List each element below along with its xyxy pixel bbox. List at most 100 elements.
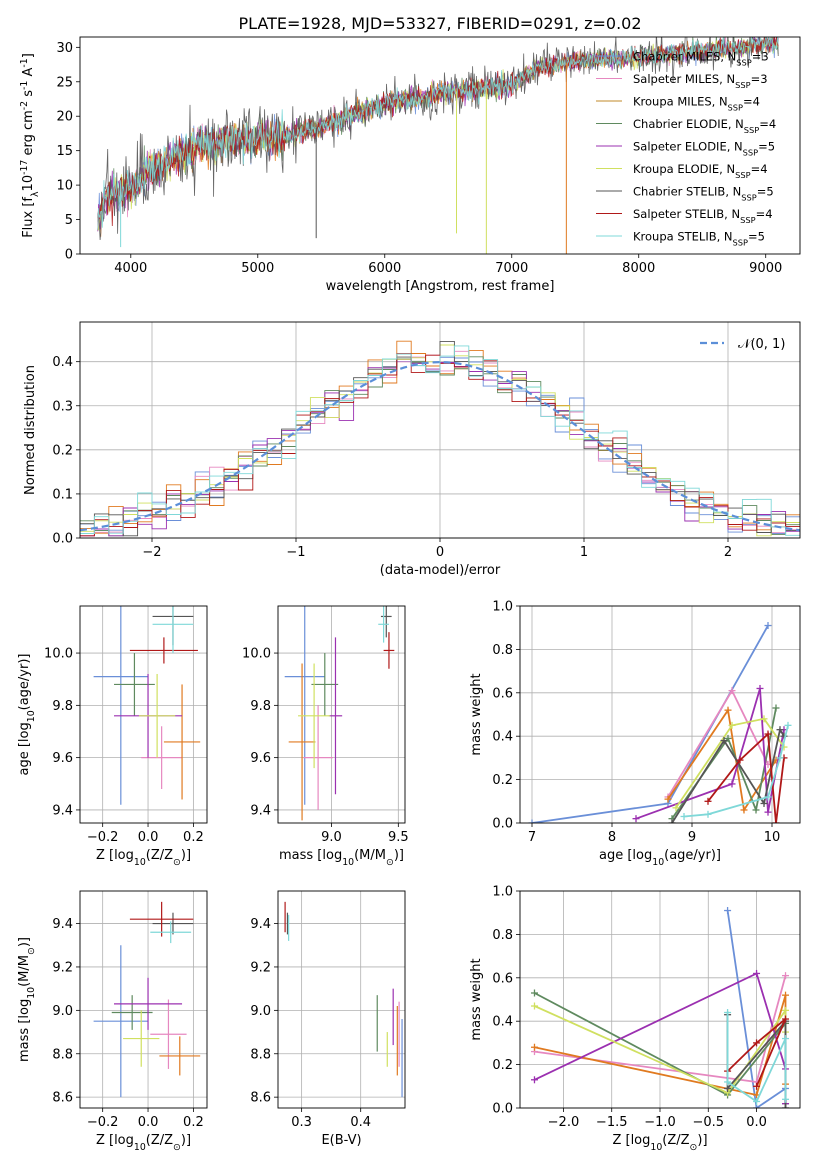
x-tick-label: −2.0 <box>548 1115 580 1130</box>
y-tick-label: 0.3 <box>52 399 73 414</box>
x-tick-label: 0.3 <box>291 1115 312 1130</box>
label-part: Normed distribution <box>23 365 38 495</box>
legend-label-sub: SSP <box>744 125 759 135</box>
legend-label-sub: SSP <box>740 215 755 225</box>
legend-label-main: Salpeter MILES, N <box>633 72 735 86</box>
y-tick-label: 0.1 <box>52 487 73 502</box>
label-part: ⊙ <box>173 857 181 868</box>
label-part: )] <box>17 937 32 947</box>
y-tick-label: 0.8 <box>492 643 513 658</box>
label-part: λ <box>30 191 41 197</box>
y-tick-label: 9.8 <box>250 699 271 714</box>
legend-label: Kroupa STELIB, NSSP=5 <box>633 230 765 248</box>
legend-label: Kroupa MILES, NSSP=4 <box>633 95 760 113</box>
legend-label: Chabrier MILES, NSSP=3 <box>633 50 769 68</box>
label-part: age [log <box>17 722 32 775</box>
y-tick-label: 8.8 <box>52 1047 73 1062</box>
label-part: 10 <box>21 175 36 192</box>
label-part: erg cm <box>21 110 36 159</box>
y-tick-label: 9.4 <box>250 917 271 932</box>
y-tick-label: 30 <box>56 41 73 56</box>
y-tick-label: 0.2 <box>492 773 513 788</box>
y-tick-label: 1.0 <box>492 600 513 615</box>
label-part: -1 <box>19 58 30 67</box>
y-axis-label: Flux [fλ10-17 erg cm-2 s-1 A-1] <box>19 53 41 238</box>
weight-series-line <box>726 910 787 1108</box>
x-tick-label: 1 <box>580 545 588 560</box>
legend-label-sub: SSP <box>736 58 751 68</box>
x-axis-label: age [log10(age/yr)] <box>599 848 721 868</box>
label-part: 10 <box>134 1142 146 1153</box>
label-part: E(B-V) <box>321 1133 361 1148</box>
y-tick-label: 0.6 <box>492 686 513 701</box>
x-tick-label: −0.5 <box>692 1115 724 1130</box>
legend-label-main: Chabrier ELODIE, N <box>633 117 744 131</box>
x-axis-label: E(B-V) <box>321 1133 361 1148</box>
legend-label-main: Kroupa ELODIE, N <box>633 162 735 176</box>
legend-label-main: Salpeter ELODIE, N <box>633 140 743 154</box>
legend-label-sub: SSP <box>733 238 748 248</box>
x-tick-label: −1 <box>286 545 305 560</box>
label-part: -1 <box>19 81 30 90</box>
x-tick-label: 7000 <box>495 261 528 276</box>
label-part: 10 <box>26 987 37 999</box>
label-part: )] <box>181 1133 191 1148</box>
y-axis-label: mass weight <box>469 673 484 755</box>
x-axis-label: wavelength [Angstrom, rest frame] <box>326 279 555 294</box>
legend-label: Salpeter STELIB, NSSP=4 <box>633 207 773 225</box>
legend-label-sub: SSP <box>728 103 743 113</box>
x-tick-label: −1.0 <box>644 1115 676 1130</box>
line-group <box>530 907 790 1108</box>
legend-label-sub: SSP <box>741 193 756 203</box>
label-part: ] <box>21 53 36 58</box>
axes-frame <box>79 36 801 255</box>
label-part: Z [log <box>612 1133 650 1148</box>
label-part: (age/yr)] <box>664 848 721 863</box>
x-tick-label: 0.4 <box>350 1115 371 1130</box>
legend-label-sub: SSP <box>735 80 750 90</box>
x-tick-label: 0.0 <box>138 830 159 845</box>
x-tick-label: −2 <box>142 545 161 560</box>
x-axis-label: (data-model)/error <box>380 563 501 578</box>
label-part: 10 <box>650 1142 662 1153</box>
label-part: ⊙ <box>173 1142 181 1153</box>
x-tick-label: 7 <box>528 830 536 845</box>
x-tick-label: 9.5 <box>388 830 409 845</box>
x-tick-label: −0.2 <box>87 830 119 845</box>
label-part: s <box>21 90 36 101</box>
y-tick-label: 0.4 <box>52 355 73 370</box>
label-part: )] <box>697 1133 707 1148</box>
label-part: )] <box>181 848 191 863</box>
x-tick-label: 0.0 <box>746 1115 767 1130</box>
legend-label: 𝒩(0, 1) <box>738 337 785 352</box>
spectrum-series-line <box>97 37 779 231</box>
label-part: (data-model)/error <box>380 563 501 578</box>
label-part: )] <box>394 848 404 863</box>
label-part: Flux [f <box>21 197 36 238</box>
y-tick-label: 0.2 <box>492 1058 513 1073</box>
errorbar-group <box>93 901 201 1098</box>
axes-frame <box>79 321 801 539</box>
axes-frame <box>277 890 406 1109</box>
y-tick-label: 0.4 <box>492 1015 513 1030</box>
errorbar-group <box>93 606 201 805</box>
legend-label-suffix: =5 <box>748 230 765 244</box>
label-part: ⊙ <box>690 1142 698 1153</box>
axes-frame <box>79 605 208 824</box>
label-part: 10 <box>652 857 664 868</box>
y-tick-label: 0.2 <box>52 443 73 458</box>
x-axis-label: Z [log10(Z/Z⊙)] <box>612 1133 707 1153</box>
y-tick-label: 25 <box>56 75 73 90</box>
line-group <box>528 622 792 823</box>
label-part: -2 <box>19 101 30 110</box>
y-tick-label: 9.4 <box>52 803 73 818</box>
label-part: 10 <box>134 857 146 868</box>
weight-series-line <box>726 1018 787 1087</box>
legend-label: Kroupa ELODIE, NSSP=4 <box>633 162 768 180</box>
label-part: Z [log <box>96 1133 134 1148</box>
x-tick-label: 9 <box>688 830 696 845</box>
label-part: mass [log <box>279 848 342 863</box>
axes-frame <box>277 605 406 824</box>
x-tick-label: 0 <box>436 545 444 560</box>
legend-label-suffix: =4 <box>759 117 776 131</box>
